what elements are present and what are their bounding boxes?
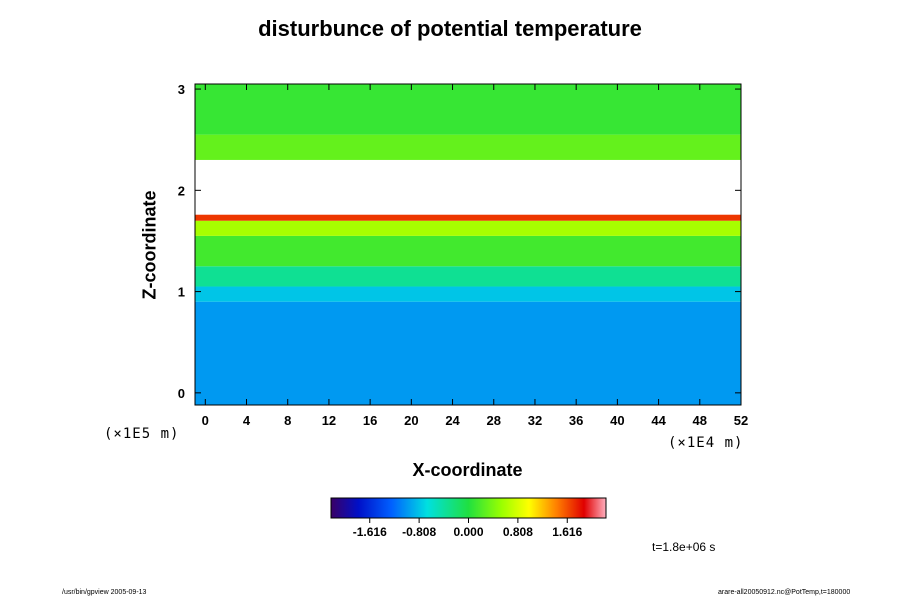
x-tick-label: 4 (243, 413, 251, 428)
x-tick-label: 0 (202, 413, 209, 428)
heatmap-layer-7 (195, 134, 741, 160)
y-tick-label: 0 (178, 386, 185, 401)
heatmap-layer-0 (195, 301, 741, 405)
x-tick-label: 52 (734, 413, 748, 428)
x-tick-label: 32 (528, 413, 542, 428)
y-tick-label: 1 (178, 285, 185, 300)
colorbar-tick-label: 1.616 (552, 525, 582, 539)
y-tick-label: 2 (178, 183, 185, 198)
x-tick-label: 48 (693, 413, 707, 428)
x-tick-label: 28 (487, 413, 501, 428)
colorbar-tick-label: -0.808 (402, 525, 436, 539)
colorbar (330, 497, 607, 519)
x-tick-label: 12 (322, 413, 336, 428)
x-tick-label: 8 (284, 413, 291, 428)
y-axis: 0 1 2 3 (178, 82, 741, 401)
heatmap-layer-3 (195, 235, 741, 267)
heatmap-layer-6 (195, 159, 741, 215)
colorbar-tick-label: 0.000 (453, 525, 483, 539)
x-axis-label: X-coordinate (412, 460, 523, 480)
heatmap-layer-2 (195, 266, 741, 287)
time-annotation: t=1.8e+06 s (652, 540, 716, 554)
x-tick-label: 16 (363, 413, 377, 428)
heatmap-layer-5 (195, 214, 741, 221)
colorbar-tick-label: 0.808 (503, 525, 533, 539)
x-tick-label: 20 (404, 413, 418, 428)
colorbar-ticks: -1.616 -0.808 0.000 0.808 1.616 (353, 518, 583, 539)
y-axis-label: Z-coordinate (139, 190, 160, 300)
heatmap-field (195, 84, 741, 405)
heatmap-layer-4 (195, 220, 741, 236)
heatmap-layer-8 (195, 84, 741, 135)
x-axis-unit: (×1E4 m) (668, 435, 744, 451)
x-axis: 0 4 8 12 16 20 24 28 32 36 40 44 48 52 (202, 84, 748, 428)
y-tick-label: 3 (178, 82, 185, 97)
plot-frame (194, 83, 742, 406)
x-tick-label: 44 (651, 413, 666, 428)
footer-right: arare-all20050912.nc@PotTemp,t=180000 (718, 589, 851, 596)
heatmap-layer-1 (195, 286, 741, 302)
x-tick-label: 36 (569, 413, 583, 428)
y-axis-unit: (×1E5 m) (104, 426, 180, 442)
x-tick-label: 40 (610, 413, 624, 428)
x-tick-label: 24 (445, 413, 460, 428)
colorbar-tick-label: -1.616 (353, 525, 387, 539)
chart-title: disturbunce of potential temperature (258, 16, 642, 41)
footer-left: /usr/bin/gpview 2005-09-13 (62, 589, 147, 596)
